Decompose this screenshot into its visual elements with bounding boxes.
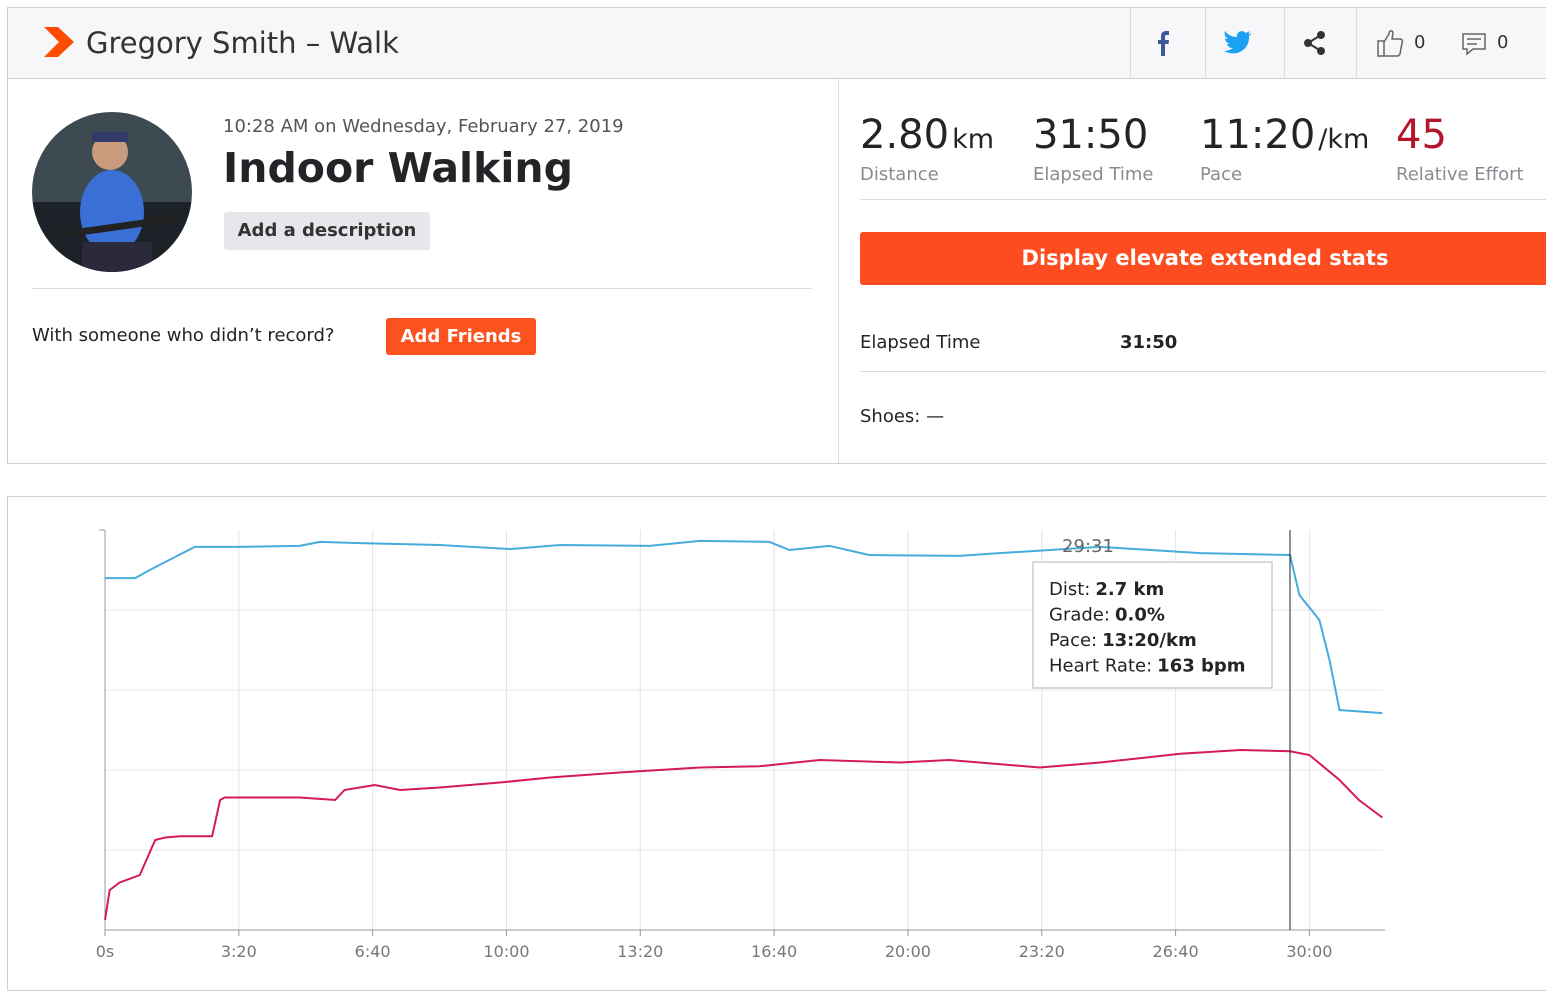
- stat-label: Relative Effort: [1396, 164, 1524, 185]
- twitter-share[interactable]: [1224, 30, 1254, 56]
- activity-datetime: 10:28 AM on Wednesday, February 27, 2019: [223, 116, 624, 137]
- stat-number: 45: [1396, 112, 1447, 158]
- kudos-count: 0: [1414, 32, 1426, 53]
- extended-stats-button[interactable]: Display elevate extended stats: [860, 232, 1546, 285]
- stat-value: 11:20/km: [1200, 112, 1369, 158]
- x-tick-label: 3:20: [221, 942, 257, 961]
- share-button[interactable]: [1302, 30, 1328, 56]
- stat-value: 31:50: [1033, 112, 1148, 158]
- comment-count: 0: [1497, 32, 1509, 53]
- x-tick-label: 23:20: [1019, 942, 1065, 961]
- x-tick-label: 26:40: [1153, 942, 1199, 961]
- stat-label: Distance: [860, 164, 939, 185]
- with-someone-text: With someone who didn’t record?: [32, 325, 335, 346]
- kudos-button[interactable]: [1376, 28, 1404, 58]
- series-line: [104, 748, 1383, 921]
- stat-label: Elapsed Time: [1033, 164, 1154, 185]
- stat-unit: /km: [1318, 124, 1370, 155]
- tooltip-value: 163 bpm: [1157, 656, 1245, 677]
- tooltip-box: [1032, 561, 1273, 689]
- tooltip-value: 2.7 km: [1095, 579, 1164, 600]
- stat-number: 11:20: [1200, 112, 1316, 158]
- header-bar: [7, 7, 1546, 79]
- tooltip-row: Heart Rate: 163 bpm: [1049, 656, 1246, 677]
- stat-unit: km: [952, 124, 994, 155]
- stat-number: 2.80: [860, 112, 950, 158]
- elapsed-label: Elapsed Time: [860, 332, 981, 353]
- facebook-share[interactable]: [1154, 30, 1174, 58]
- tooltip-value: 13:20/km: [1102, 630, 1197, 651]
- pace-heart-rate-chart: 0s 3:20 6:40 10:00 13:20 16:40 20:00 23:20 26:40…: [96, 529, 1385, 961]
- athlete-avatar[interactable]: [32, 112, 192, 272]
- tooltip-label: Heart Rate:: [1049, 656, 1152, 677]
- stat-number: 31:50: [1033, 112, 1149, 158]
- tooltip-row: Dist: 2.7 km: [1049, 579, 1164, 600]
- stat-value: 45: [1396, 112, 1447, 158]
- stat-value: 2.80 km: [860, 112, 994, 158]
- x-tick-label: 0s: [96, 942, 115, 961]
- cursor-label: 29:31: [1062, 536, 1114, 557]
- add-friends-button[interactable]: Add Friends: [386, 318, 536, 355]
- x-tick-label: 6:40: [355, 942, 391, 961]
- strava-logo: [44, 27, 74, 57]
- x-tick-label: 10:00: [483, 942, 529, 961]
- x-tick-label: 20:00: [885, 942, 931, 961]
- tooltip-row: Pace: 13:20/km: [1049, 630, 1197, 651]
- x-tick-label: 13:20: [617, 942, 663, 961]
- series-line: [105, 539, 1383, 715]
- shoes-text: Shoes: —: [860, 406, 945, 427]
- tooltip-label: Dist:: [1049, 579, 1090, 600]
- x-tick-label: 16:40: [751, 942, 797, 961]
- tooltip-value: 0.0%: [1115, 605, 1165, 626]
- activity-title: Gregory Smith – Walk: [86, 26, 399, 60]
- activity-name: Indoor Walking: [223, 144, 573, 192]
- tooltip-label: Grade:: [1049, 605, 1110, 626]
- elapsed-value: 31:50: [1120, 332, 1178, 353]
- add-description-button[interactable]: Add a description: [224, 212, 430, 250]
- summary-panel: [7, 78, 1546, 464]
- tooltip-row: Grade: 0.0%: [1049, 605, 1165, 626]
- comment-button[interactable]: [1461, 32, 1489, 58]
- tooltip-label: Pace:: [1049, 630, 1097, 651]
- stat-label: Pace: [1200, 164, 1243, 185]
- x-tick-label: 30:00: [1286, 942, 1332, 961]
